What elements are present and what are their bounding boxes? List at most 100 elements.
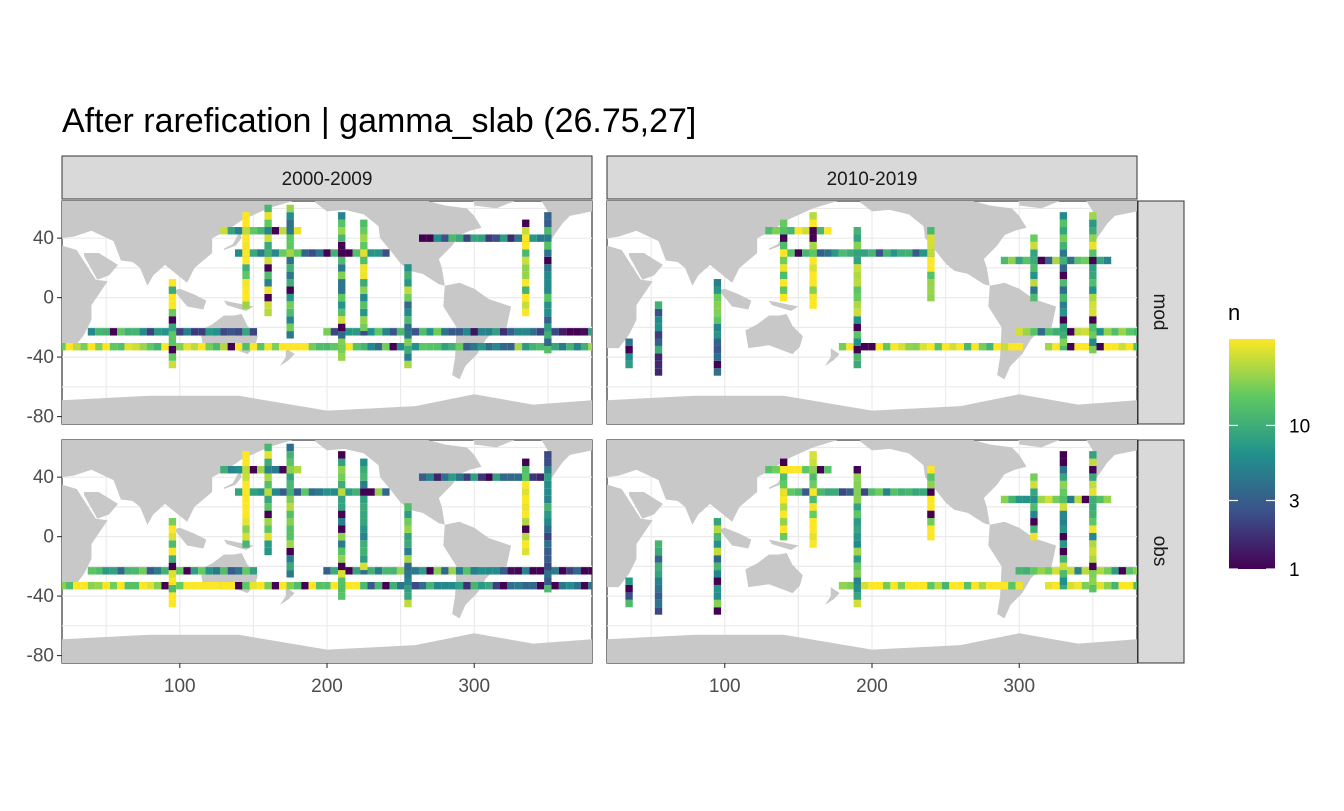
heat-cell: [853, 466, 861, 474]
heat-cell: [264, 443, 272, 452]
heat-cell: [809, 503, 817, 511]
heat-cell: [809, 264, 817, 272]
heat-cell: [264, 581, 272, 590]
heat-cell: [964, 581, 972, 590]
heat-cell: [168, 360, 177, 369]
heat-cell: [124, 328, 132, 336]
heat-cell: [264, 503, 272, 511]
heat-cell: [323, 328, 331, 336]
heat-cell: [794, 466, 803, 474]
heat-cell: [1081, 495, 1090, 504]
heat-cell: [544, 331, 552, 339]
heat-cell: [551, 567, 559, 575]
heat-cell: [338, 316, 346, 324]
heat-cell: [949, 342, 957, 351]
heat-cell: [1030, 286, 1038, 294]
heat-cell: [234, 567, 243, 575]
heat-cell: [168, 323, 177, 332]
heat-cell: [426, 342, 434, 351]
heat-cell: [404, 599, 412, 608]
heat-cell: [522, 473, 530, 481]
heat-cell: [522, 495, 530, 504]
heat-cell: [838, 581, 847, 590]
heat-cell: [492, 567, 500, 575]
panels-group: [61, 200, 1138, 664]
x-tick-label: 300: [458, 676, 490, 697]
heat-cell: [522, 503, 530, 511]
land-mass: [607, 633, 1137, 663]
heat-cell: [242, 567, 250, 575]
heat-cell: [279, 342, 287, 351]
heat-cell: [433, 473, 442, 481]
heat-cell: [1096, 567, 1104, 575]
heat-cell: [544, 212, 552, 220]
heat-cell: [330, 581, 339, 590]
heat-cell: [264, 510, 272, 519]
heat-cell: [838, 342, 847, 351]
heat-cell: [536, 567, 545, 575]
heat-cell: [360, 555, 368, 563]
heat-cell: [514, 328, 523, 336]
heat-cell: [1089, 241, 1097, 250]
heat-cell: [1103, 567, 1112, 575]
heat-cell: [183, 581, 191, 590]
heat-cell: [441, 581, 449, 590]
heat-cell: [396, 567, 405, 575]
panel-content: [62, 440, 592, 663]
heat-cell: [853, 271, 861, 280]
heat-cell: [419, 567, 427, 575]
land-mass: [62, 201, 293, 286]
heat-cell: [713, 540, 722, 548]
heat-cell: [95, 342, 103, 351]
heat-cell: [934, 581, 942, 590]
heat-cell: [448, 234, 456, 242]
heat-cell: [529, 473, 537, 481]
heat-cell: [809, 227, 817, 235]
land-mass: [1086, 201, 1137, 245]
heat-cell: [499, 342, 508, 351]
heat-cell: [713, 301, 722, 309]
heat-cell: [264, 204, 272, 213]
heat-cell: [897, 488, 906, 496]
heat-cell: [816, 466, 825, 474]
heat-cell: [853, 353, 861, 361]
heat-cell: [338, 473, 346, 481]
heat-cell: [1089, 540, 1097, 548]
heat-cell: [168, 308, 177, 317]
y-tick-label: -80: [27, 646, 54, 667]
heat-cell: [1103, 256, 1112, 265]
y-tick-label: -40: [27, 586, 54, 607]
heat-cell: [779, 480, 788, 489]
heat-cell: [794, 249, 803, 257]
heat-cell: [374, 249, 383, 257]
heat-cell: [301, 581, 309, 590]
heat-cell: [286, 301, 294, 309]
heat-cell: [426, 581, 434, 590]
heat-cell: [389, 567, 397, 575]
heat-cell: [242, 286, 250, 294]
heat-cell: [1089, 234, 1097, 242]
heat-cell: [1044, 581, 1053, 590]
heat-cell: [441, 234, 449, 242]
heat-cell: [529, 567, 537, 575]
land-mass: [607, 484, 653, 588]
heat-cell: [544, 473, 552, 481]
heat-cell: [1074, 256, 1082, 265]
heat-cell: [286, 279, 294, 287]
heat-cell: [824, 227, 832, 235]
heat-cell: [360, 227, 368, 235]
heat-cell: [1059, 510, 1068, 519]
heat-cell: [853, 495, 861, 504]
heat-cell: [411, 581, 420, 590]
heat-cell: [544, 279, 552, 287]
heat-cell: [286, 323, 294, 332]
heat-cell: [853, 503, 861, 511]
heat-cell: [522, 518, 530, 526]
heat-cell: [544, 323, 552, 332]
heat-cell: [897, 249, 906, 257]
land-mass: [62, 484, 108, 588]
heat-cell: [389, 581, 397, 590]
heat-cell: [544, 495, 552, 504]
heat-cell: [1059, 293, 1068, 302]
